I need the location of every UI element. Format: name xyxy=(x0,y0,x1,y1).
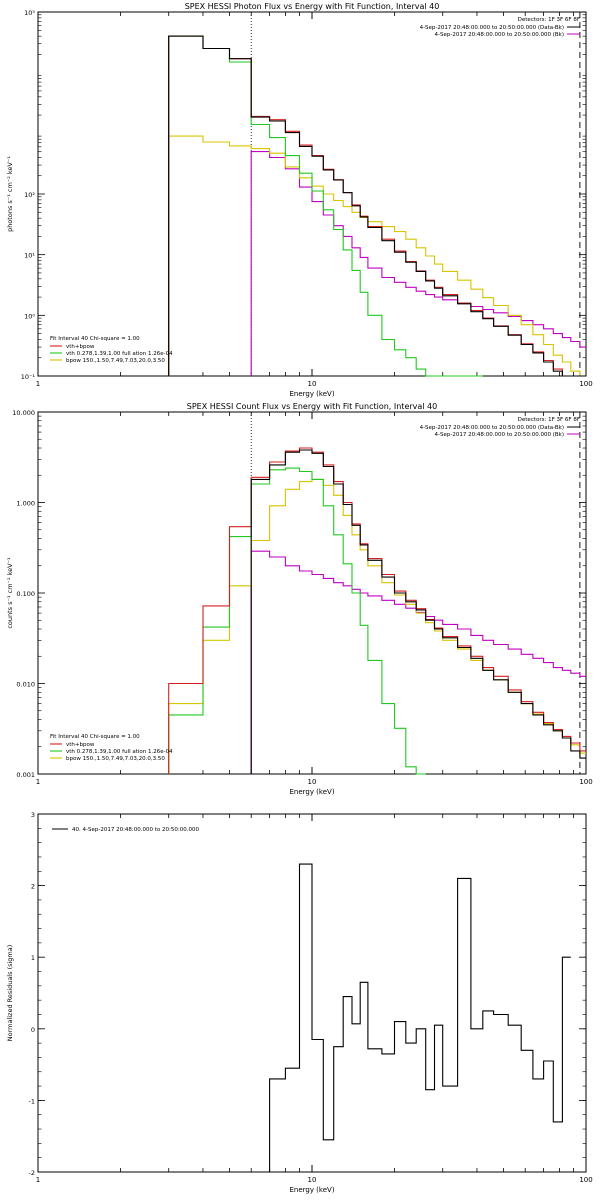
detectors-label: Detectors: 1F 3F 6F 8F xyxy=(518,417,580,423)
y-axis-label: photons s⁻¹ cm⁻² keV⁻¹ xyxy=(6,156,14,232)
y-tick-label: 0.010 xyxy=(16,681,35,689)
y-tick-label: 10² xyxy=(24,191,35,199)
series-data-1 xyxy=(250,449,586,774)
series-bpow-0 xyxy=(168,135,586,377)
series-data-0 xyxy=(168,35,586,377)
legend-entry-background: 4-Sep-2017 20:48:00.000 to 20:50:00.000 … xyxy=(435,432,565,438)
legend-entry-data: 4-Sep-2017 20:48:00.000 to 20:50:00.000 … xyxy=(420,25,564,31)
y-axis-label: Normalized Residuals (sigma) xyxy=(6,945,14,1042)
x-tick-label: 1 xyxy=(36,778,40,786)
y-tick-label: 0.001 xyxy=(16,771,35,779)
y-tick-label: -1 xyxy=(29,1097,35,1105)
y-tick-label: 10⁻¹ xyxy=(21,373,36,381)
series-bpow-1 xyxy=(168,478,586,774)
x-tick-label: 10 xyxy=(308,380,317,388)
fit-legend-entry-fit_total: vth+bpow xyxy=(66,742,95,748)
series-vth-0 xyxy=(168,35,483,377)
series-vth-1 xyxy=(168,467,426,775)
y-tick-label: 10.000 xyxy=(12,409,35,417)
series-background-0 xyxy=(250,151,586,376)
residual-legend-entry: 40. 4-Sep-2017 20:48:00.000 to 20:50:00.… xyxy=(72,827,199,833)
series-background-1 xyxy=(250,550,586,774)
plot-frame-1 xyxy=(37,411,587,775)
y-tick-label: 2 xyxy=(31,883,35,891)
chart-title: SPEX HESSI Photon Flux vs Energy with Fi… xyxy=(185,2,440,11)
y-tick-label: -2 xyxy=(29,1169,35,1177)
fit-legend-entry-fit_total: vth+bpow xyxy=(66,344,95,350)
x-axis-label: Energy (keV) xyxy=(289,1186,334,1194)
y-tick-label: 10¹ xyxy=(24,252,35,260)
x-tick-label: 100 xyxy=(579,1176,592,1184)
y-tick-label: 3 xyxy=(31,811,35,819)
x-tick-label: 1 xyxy=(36,380,40,388)
fit-legend-entry-vth: vth 0.278,1.39,1.00 full ation 1.26e-04 xyxy=(66,749,173,755)
series-data-2 xyxy=(251,863,571,1173)
x-tick-label: 10 xyxy=(308,778,317,786)
y-tick-label: 10⁰ xyxy=(24,312,35,320)
y-tick-label: 1 xyxy=(31,954,35,962)
legend-entry-background: 4-Sep-2017 20:48:00.000 to 20:50:00.000 … xyxy=(435,32,565,38)
fit-legend-entry-bpow: bpow 150.,1.50,7.49,7.03,20.0,3.50 xyxy=(66,358,165,364)
x-tick-label: 10 xyxy=(308,1176,317,1184)
fit-legend-entry-vth: vth 0.278,1.39,1.00 full ation 1.26e-04 xyxy=(66,351,173,357)
y-tick-label: 0 xyxy=(31,1026,35,1034)
y-tick-label: 1.000 xyxy=(16,500,35,508)
x-axis-label: Energy (keV) xyxy=(289,788,334,796)
chart-title: SPEX HESSI Count Flux vs Energy with Fit… xyxy=(187,402,438,411)
y-tick-label: 10⁵ xyxy=(24,9,35,17)
detectors-label: Detectors: 1F 3F 6F 8F xyxy=(518,17,580,23)
x-tick-label: 1 xyxy=(36,1176,40,1184)
x-tick-label: 100 xyxy=(579,380,592,388)
series-fit_total-1 xyxy=(168,447,586,774)
y-axis-label: counts s⁻¹ cm⁻² keV⁻¹ xyxy=(6,557,14,629)
legend-entry-data: 4-Sep-2017 20:48:00.000 to 20:50:00.000 … xyxy=(420,425,564,431)
x-axis-label: Energy (keV) xyxy=(289,390,334,398)
x-tick-label: 100 xyxy=(579,778,592,786)
fit-legend-entry-bpow: bpow 150.,1.50,7.49,7.03,20.0,3.50 xyxy=(66,756,165,762)
fit-legend-header: Fit Interval 40 Chi-square = 1.00 xyxy=(50,336,140,342)
fit-legend-header: Fit Interval 40 Chi-square = 1.00 xyxy=(50,734,140,740)
y-tick-label: 0.100 xyxy=(16,590,35,598)
